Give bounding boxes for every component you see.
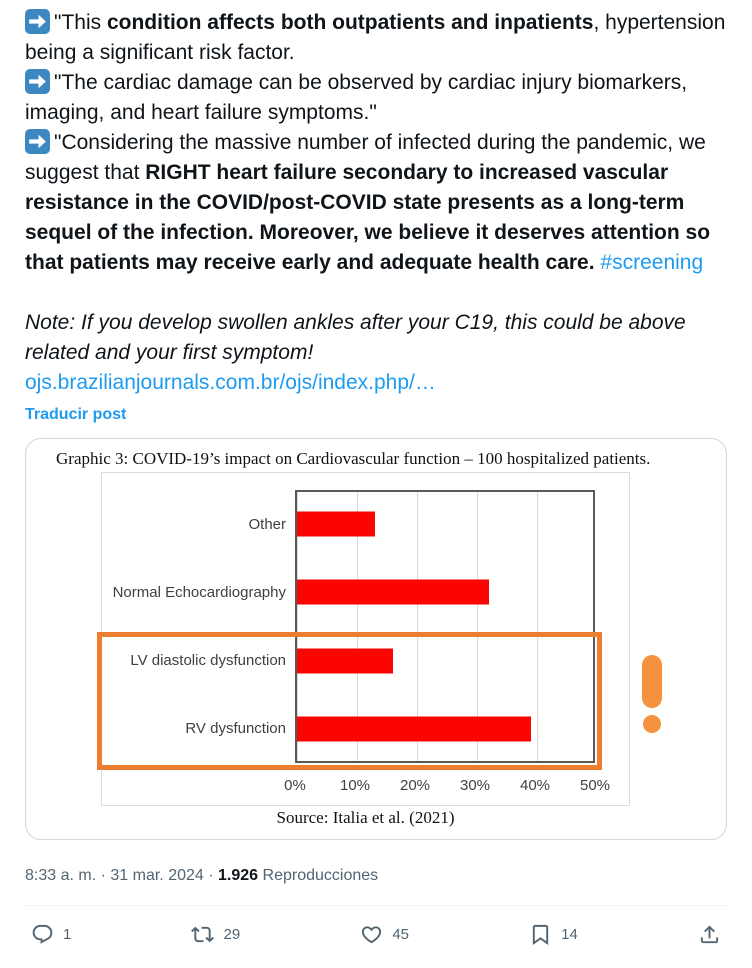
post-text-bold: condition affects both outpatients and i… [106,11,594,34]
bar [297,716,531,742]
reply-button[interactable]: 1 [31,923,71,946]
chart-title: Graphic 3: COVID-19’s impact on Cardiova… [56,449,651,468]
post-date: 31 mar. 2024 [110,867,204,884]
like-icon [362,925,382,943]
arrow-right-emoji [25,129,50,154]
category-label: LV diastolic dysfunction [130,652,286,670]
share-button[interactable] [698,923,721,946]
post-paragraph: "This condition affects both outpatients… [25,8,727,68]
exclamation-mark [642,655,664,735]
bar-track [295,627,595,695]
views-count: 1.926 [218,867,259,884]
like-count: 45 [392,925,409,943]
post-meta: 8:33 a. m. · 31 mar. 2024 · 1.926 Reprod… [25,866,727,886]
translate-post-link[interactable]: Traducir post [25,406,127,423]
repost-count: 29 [223,925,241,943]
reply-icon [32,924,53,944]
chart-figure: Other Normal Echocardiography LV diastolic… [97,472,630,806]
exclamation-dot [643,715,661,733]
arrow-right-emoji [25,69,50,94]
post-paragraph: "Considering the massive number of infec… [25,128,727,278]
meta-separator: · [208,867,214,884]
x-tick-label: 10% [339,777,371,794]
category-label: Other [248,515,286,533]
post-paragraph: Note: If you develop swollen ankles afte… [25,308,727,368]
post-text-segment: "This [54,11,107,34]
divider [25,905,727,906]
x-tick-label: 0% [284,777,306,794]
category-label: RV dysfunction [185,720,286,738]
arrow-right-emoji [25,9,50,34]
bookmark-icon [532,924,549,945]
post-text-segment: "The cardiac damage can be observed by c… [25,71,688,124]
chart-x-axis: 0% 10% 20% 30% 40% 50% [102,777,629,795]
hashtag-link[interactable]: #screening [600,251,704,274]
reply-count: 1 [63,925,72,943]
chart-card[interactable]: Graphic 3: COVID-19’s impact on Cardiova… [25,438,727,840]
post-text: "This condition affects both outpatients… [25,8,727,368]
post-url-link[interactable]: ojs.brazilianjournals.com.br/ojs/index.p… [25,371,436,394]
blank-line [25,278,727,308]
repost-button[interactable]: 29 [191,923,240,946]
like-button[interactable]: 45 [360,923,409,946]
post-text-segment: "Considering the massive number of infec… [25,131,706,184]
post-text-bold: RIGHT heart failure secondary to increas… [25,161,711,274]
bar [297,511,375,537]
repost-icon [191,926,215,942]
action-bar: 1 29 45 14 [25,912,727,956]
bookmark-count: 14 [561,925,578,943]
bar-track [295,490,595,558]
post-paragraph: "The cardiac damage can be observed by c… [25,68,727,128]
share-icon [700,924,719,943]
x-tick-label: 30% [459,777,491,794]
category-label: Normal Echocardiography [112,583,286,601]
meta-separator: · [100,867,106,884]
chart-row: LV diastolic dysfunction [102,627,595,695]
exclamation-bar [642,655,662,708]
post-time: 8:33 a. m. [25,867,97,884]
views-label: Reproducciones [262,867,379,884]
bar [297,648,393,674]
chart-rows: Other Normal Echocardiography LV diastolic… [102,490,595,763]
bar-track [295,695,595,763]
bar [297,579,489,605]
x-tick-label: 20% [399,777,431,794]
bookmark-button[interactable]: 14 [529,923,578,946]
x-tick-label: 50% [579,777,611,794]
post-text-segment: , hypertension being a significant risk … [25,11,726,64]
chart-row: Normal Echocardiography [102,558,595,626]
chart-row: Other [102,490,595,558]
chart-row: RV dysfunction [102,695,595,763]
bar-track [295,558,595,626]
x-tick-label: 40% [519,777,551,794]
post-text-segment: Note: If you develop swollen ankles afte… [25,311,686,364]
chart-source: Source: Italia et al. (2021) [276,808,455,827]
